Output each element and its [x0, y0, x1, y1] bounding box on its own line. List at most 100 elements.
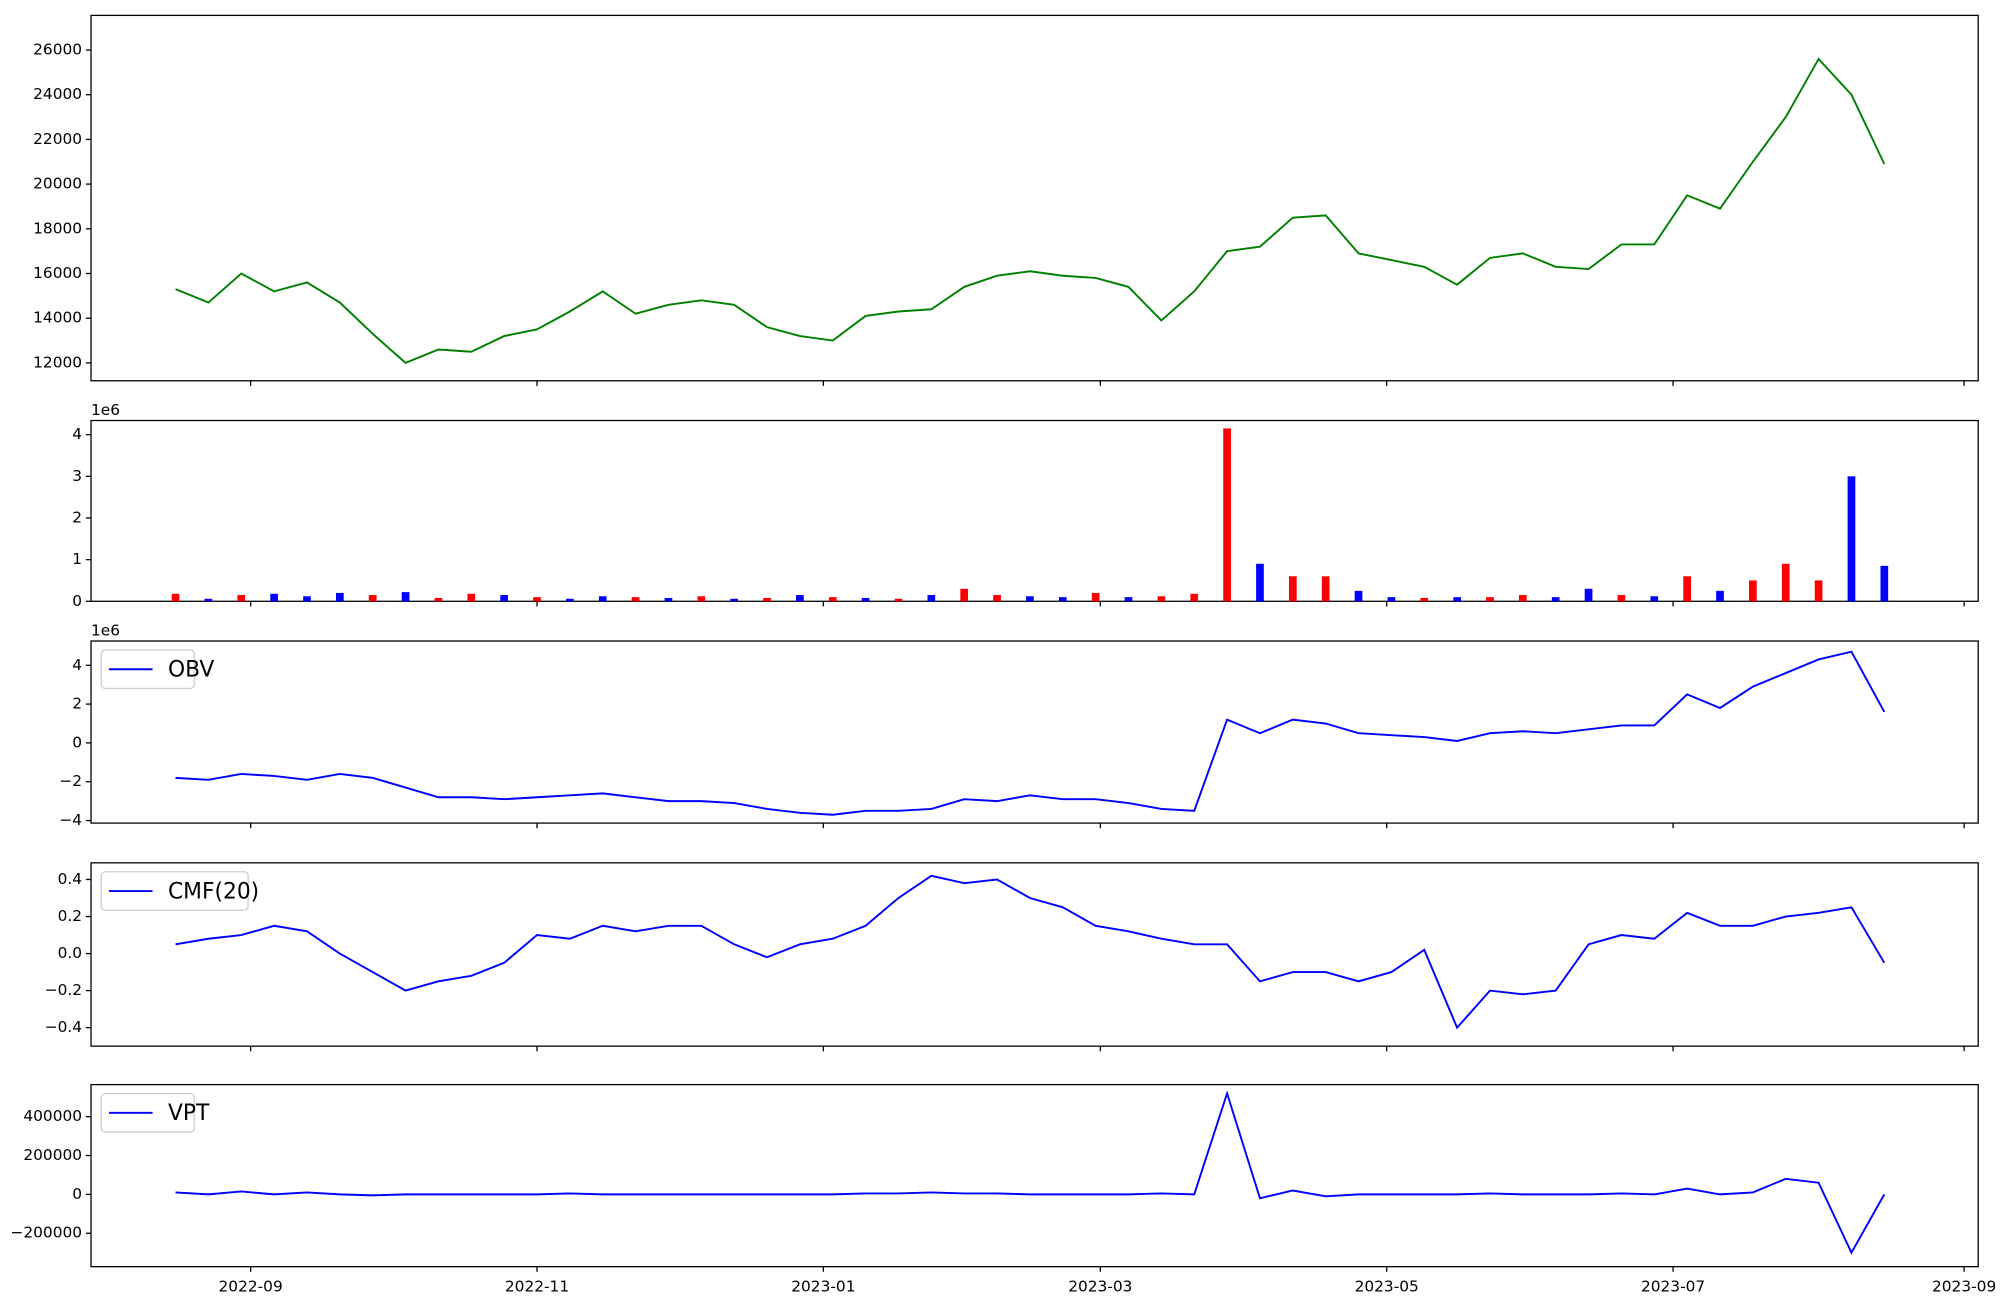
volume-bar: [1617, 595, 1626, 602]
volume-bar: [1321, 576, 1330, 602]
volume-bar: [796, 595, 804, 602]
y-tick-label: −200000: [10, 1224, 82, 1242]
indicator-line: [175, 874, 1886, 1030]
volume-bar: [467, 593, 476, 602]
volume-bar: [270, 593, 278, 602]
y-tick-label: 3: [72, 467, 82, 485]
plot-frame: [90, 419, 1979, 602]
y-tick-label: 16000: [33, 264, 82, 282]
volume-bar: [828, 597, 837, 602]
x-tick-label: 2023-05: [1355, 1278, 1419, 1296]
y-tick-label: 2: [72, 695, 82, 713]
volume-bar: [993, 595, 1001, 602]
y-tick-label: 20000: [33, 175, 82, 193]
price-line: [175, 57, 1886, 365]
volume-bar: [598, 596, 607, 602]
volume-bar: [1847, 476, 1856, 602]
indicator-line: [175, 1090, 1886, 1255]
y-tick-label: 18000: [33, 219, 82, 237]
x-tick-label: 2022-11: [505, 1278, 569, 1296]
volume-bar: [1814, 580, 1823, 602]
volume-bar: [1716, 590, 1724, 602]
volume-bar: [1256, 563, 1264, 602]
y-tick-label: 26000: [33, 41, 82, 59]
volume-bar: [335, 592, 344, 602]
volume-bar: [894, 598, 903, 602]
y-tick-label: 4: [72, 656, 82, 674]
y-tick-label: −0.2: [45, 981, 82, 999]
volume-bar: [1420, 597, 1429, 602]
volume-bar: [1453, 597, 1461, 602]
volume-bar: [631, 597, 640, 602]
volume-bar: [697, 596, 706, 602]
volume-bar: [1880, 565, 1889, 602]
volume-bar: [1026, 596, 1034, 602]
volume-bar: [500, 595, 508, 602]
plot-frame: [90, 640, 1979, 824]
y-tick-label: 1: [72, 550, 82, 568]
y-tick-label: 0: [72, 1185, 82, 1203]
volume-bar: [1650, 596, 1659, 602]
volume-bar: [1387, 597, 1396, 602]
volume-bar: [566, 598, 574, 602]
x-tick-label: 2023-07: [1641, 1278, 1705, 1296]
y-tick-label: 0.4: [58, 870, 82, 888]
volume-bar: [368, 595, 377, 602]
volume-bar: [1157, 596, 1166, 602]
x-tick-label: 2023-09: [1932, 1278, 1996, 1296]
volume-bar: [1354, 590, 1363, 602]
legend-label: VPT: [168, 1101, 210, 1126]
indicator-line: [175, 650, 1886, 816]
volume-bar: [861, 597, 870, 602]
y-tick-label: 0.2: [58, 907, 82, 925]
y-tick-label: 400000: [23, 1107, 82, 1125]
y-tick-label: 24000: [33, 85, 82, 103]
volume-bar: [1288, 576, 1297, 602]
y-tick-label: −0.4: [45, 1018, 82, 1036]
y-tick-label: −2: [59, 772, 82, 790]
volume-bar: [1551, 597, 1560, 602]
x-tick-label: 2023-03: [1068, 1278, 1132, 1296]
volume-bar: [1486, 597, 1494, 602]
y-tick-label: 0.0: [58, 944, 82, 962]
volume-bar: [401, 592, 410, 602]
y-tick-label: 12000: [33, 353, 82, 371]
y-tick-label: 22000: [33, 130, 82, 148]
y-tick-label: −4: [59, 811, 82, 829]
volume-bar: [1683, 576, 1691, 602]
legend-label: OBV: [168, 658, 214, 683]
volume-bar: [1223, 428, 1231, 602]
plot-frame: [90, 862, 1979, 1047]
volume-bar: [927, 595, 936, 602]
axis-offset: 1e6: [91, 621, 120, 639]
x-tick-label: 2022-09: [219, 1278, 283, 1296]
volume-bar: [960, 588, 969, 602]
plot-frame: [90, 1083, 1979, 1268]
volume-bar: [1124, 597, 1133, 602]
volume-bar: [237, 595, 246, 602]
volume-bar: [303, 596, 311, 602]
volume-bar: [1518, 595, 1527, 602]
volume-bar: [171, 593, 180, 602]
legend-label: CMF(20): [168, 879, 259, 904]
x-tick-label: 2023-01: [791, 1278, 855, 1296]
y-tick-label: 200000: [23, 1146, 82, 1164]
volume-bar: [204, 598, 213, 602]
y-tick-label: 0: [72, 733, 82, 751]
volume-bar: [1749, 580, 1757, 602]
volume-bar: [533, 597, 541, 602]
volume-bar: [434, 597, 443, 602]
legend-box: [100, 871, 249, 911]
y-tick-label: 14000: [33, 309, 82, 327]
volume-bar: [1058, 597, 1067, 602]
plot-frame: [90, 14, 1979, 382]
y-tick-label: 2: [72, 508, 82, 526]
volume-bar: [664, 597, 673, 602]
volume-bar: [730, 598, 739, 602]
volume-bar: [1584, 588, 1593, 602]
volume-bar: [1190, 593, 1199, 602]
y-tick-label: 4: [72, 425, 82, 443]
volume-bar: [1781, 563, 1790, 602]
volume-bar: [763, 597, 771, 602]
volume-bar: [1091, 592, 1100, 602]
